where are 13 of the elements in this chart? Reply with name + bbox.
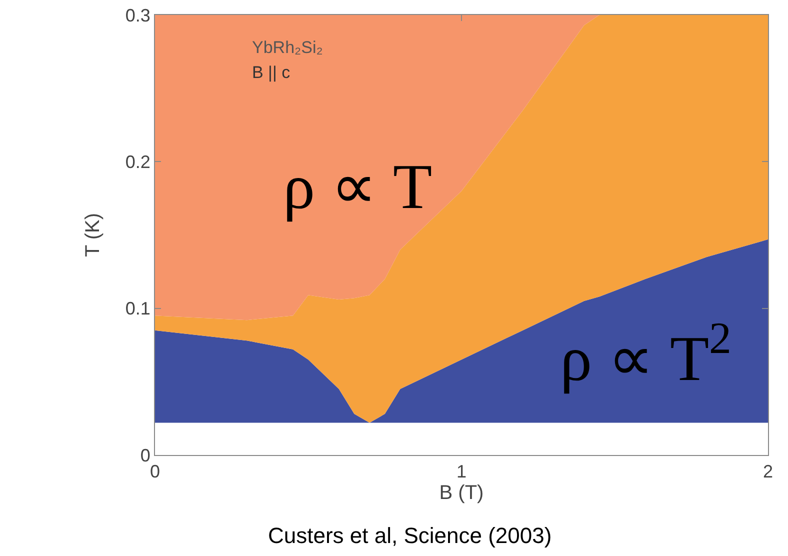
y-tick-label: 0 [140, 445, 150, 466]
x-axis-title: B (T) [439, 482, 484, 504]
x-tick-label: 1 [456, 462, 467, 482]
y-tick-label: 0.1 [125, 298, 150, 319]
annotation: B || c [252, 63, 291, 82]
y-tick-label: 0.2 [125, 152, 150, 172]
annotation: ρ ∝ T$^{2}$ [560, 313, 732, 394]
annotation: ρ ∝ T [283, 151, 432, 222]
text: Custers et al, Science (2003) [268, 523, 552, 548]
annotation: YbRh₂Si₂ [252, 38, 323, 57]
y-tick-label: 0.3 [125, 5, 150, 26]
x-tick-label: 2 [762, 462, 774, 482]
y-axis-title: T (K) [82, 212, 104, 258]
